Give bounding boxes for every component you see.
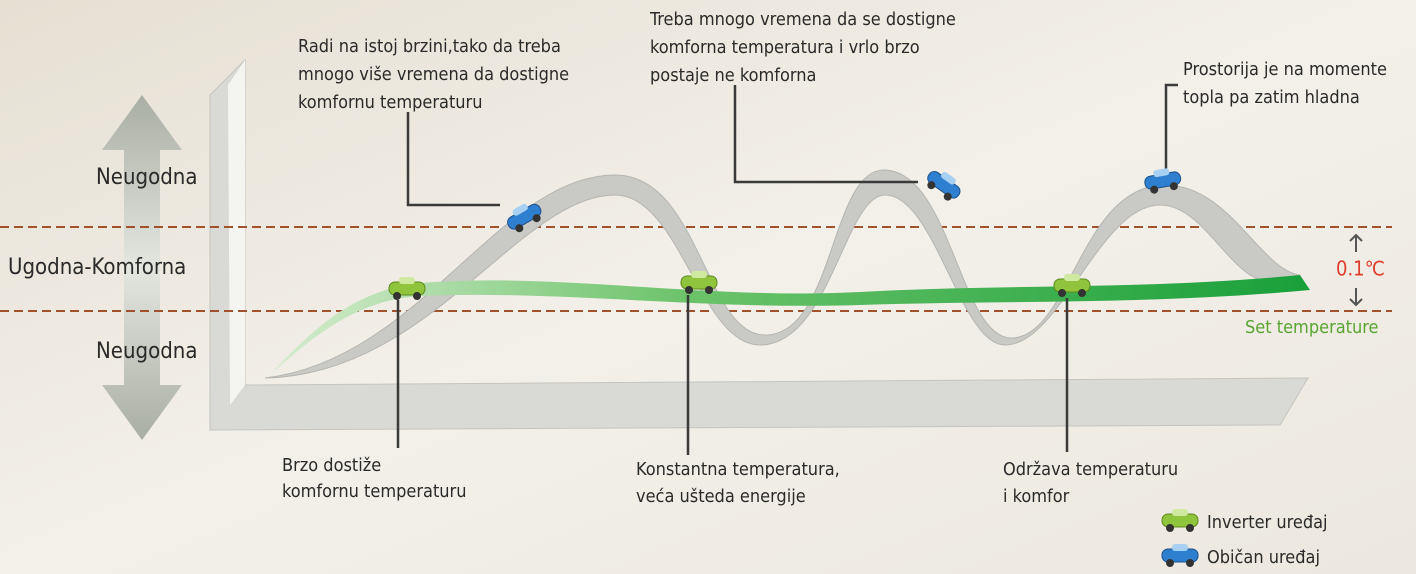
legend-label: Inverter uređaj [1207,512,1328,533]
set-temperature-label: Set temperature [1245,317,1379,338]
callout: Radi na istoj brzini,tako da treba [298,36,561,57]
callout: topla pa zatim hladna [1183,87,1360,108]
callout: komforna temperatura i vrlo brzo [650,37,920,58]
diagram: Neugodna Ugodna-Komforna Neugodna Radi n… [0,0,1416,574]
callout: mnogo više vremena da dostigne [298,64,569,85]
callout: komfornu temperaturu [298,92,482,113]
callout: Brzo dostiže [282,455,381,476]
zone-label: Neugodna [96,165,197,190]
callout: Konstantna temperatura, [636,459,840,480]
callout: Treba mnogo vremena da se dostigne [649,9,956,30]
legend-label: Običan uređaj [1207,547,1320,568]
callout: Prostorija je na momente [1183,59,1387,80]
zone-label: Neugodna [96,339,197,364]
zone-label: Ugodna-Komforna [8,255,186,280]
callout: komfornu temperaturu [282,481,466,502]
callout: veća ušteda energije [636,486,806,507]
callout: postaje ne komforna [650,65,816,86]
callout: Održava temperaturu [1003,459,1178,480]
axis-face [228,60,245,405]
callout: i komfor [1003,486,1070,507]
tolerance-label: 0.1℃ [1336,257,1385,281]
